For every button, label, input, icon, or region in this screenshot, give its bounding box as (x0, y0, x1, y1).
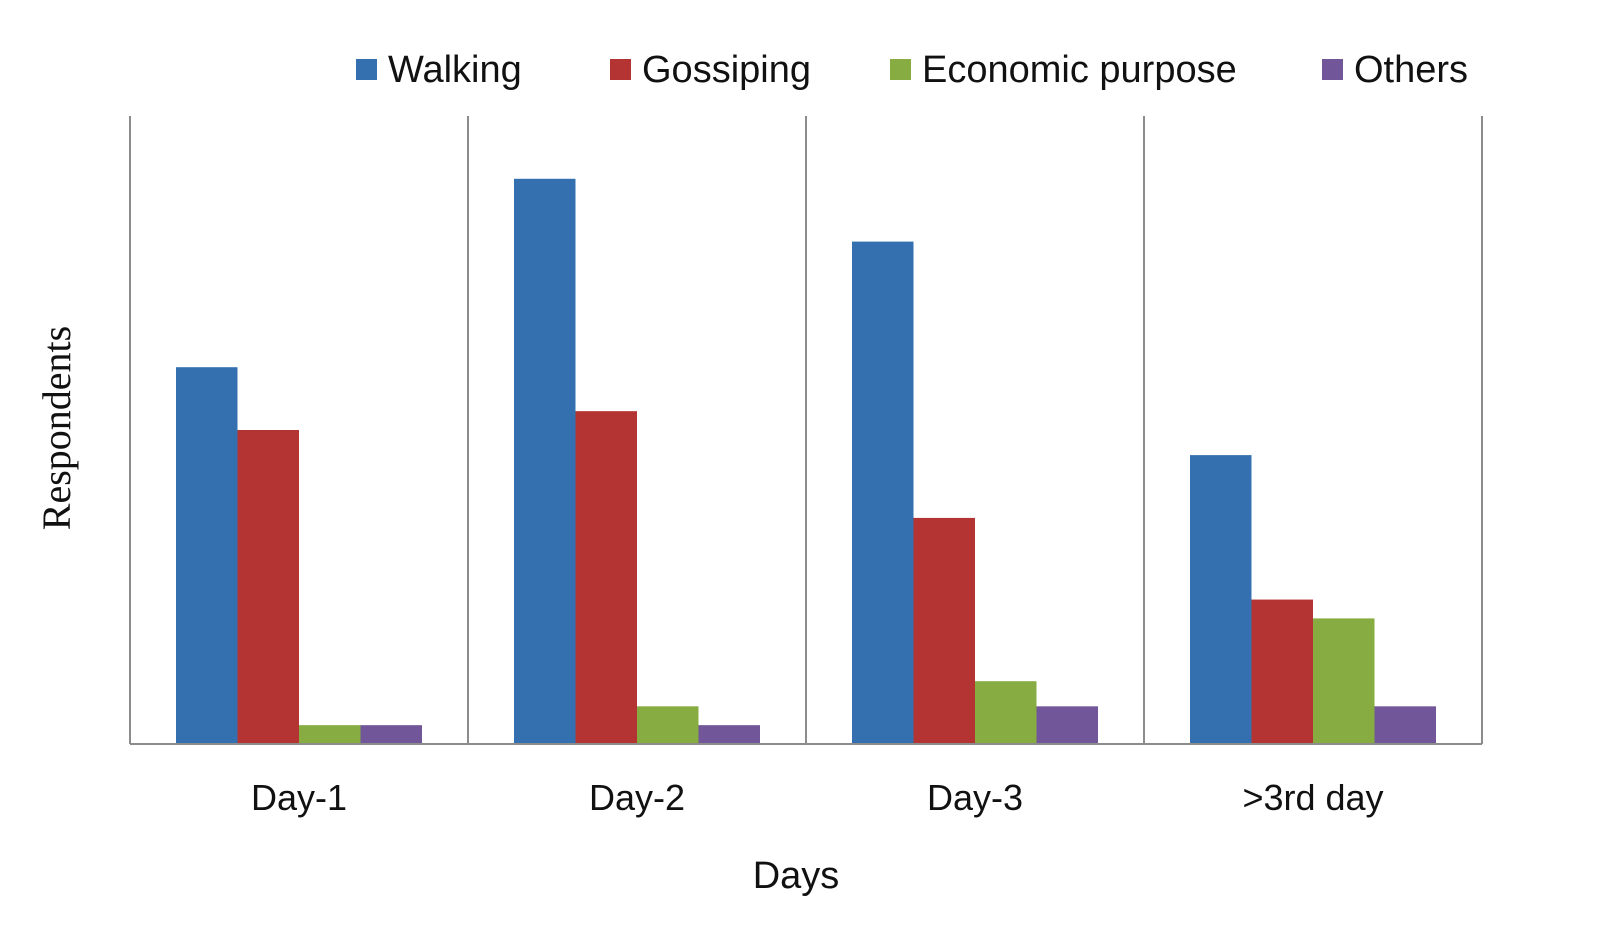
legend: Walking Gossiping Economic purpose Others (356, 49, 1468, 91)
legend-entry-others: Others (1322, 49, 1468, 91)
legend-swatch (356, 59, 377, 80)
y-axis-label: Respondents (34, 326, 79, 530)
x-axis-label: Days (753, 855, 840, 897)
category-separators (129, 116, 1483, 744)
bar-gossiping (237, 430, 299, 744)
bar-economic-purpose (637, 706, 699, 744)
bar-others (1036, 706, 1098, 744)
bar-others (360, 725, 422, 744)
legend-entry-walking: Walking (356, 49, 522, 91)
bars (176, 178, 1436, 745)
legend-swatch (1322, 59, 1343, 80)
bar-gossiping (1251, 599, 1313, 744)
legend-swatch (890, 59, 911, 80)
x-tick-label: >3rd day (1242, 777, 1383, 818)
legend-swatch (610, 59, 631, 80)
bar-others (1374, 706, 1436, 744)
bar-gossiping (913, 517, 975, 744)
bar-walking (1190, 455, 1252, 744)
bar-walking (514, 178, 576, 745)
bar-economic-purpose (1313, 618, 1375, 744)
x-tick-label: Day-2 (589, 777, 685, 818)
bar-walking (852, 241, 914, 744)
bar-economic-purpose (299, 725, 361, 744)
bar-others (698, 725, 760, 744)
bar-walking (176, 367, 238, 744)
bar-gossiping (575, 411, 637, 744)
legend-label: Economic purpose (922, 49, 1237, 91)
x-tick-label: Day-1 (251, 777, 347, 818)
bar-economic-purpose (975, 681, 1037, 744)
legend-label: Others (1354, 49, 1468, 91)
legend-entry-gossiping: Gossiping (610, 49, 811, 91)
legend-label: Gossiping (642, 49, 811, 91)
x-tick-label: Day-3 (927, 777, 1023, 818)
x-tick-labels: Day-1 Day-2 Day-3 >3rd day (251, 777, 1384, 818)
legend-entry-economic-purpose: Economic purpose (890, 49, 1237, 91)
legend-label: Walking (388, 49, 522, 91)
